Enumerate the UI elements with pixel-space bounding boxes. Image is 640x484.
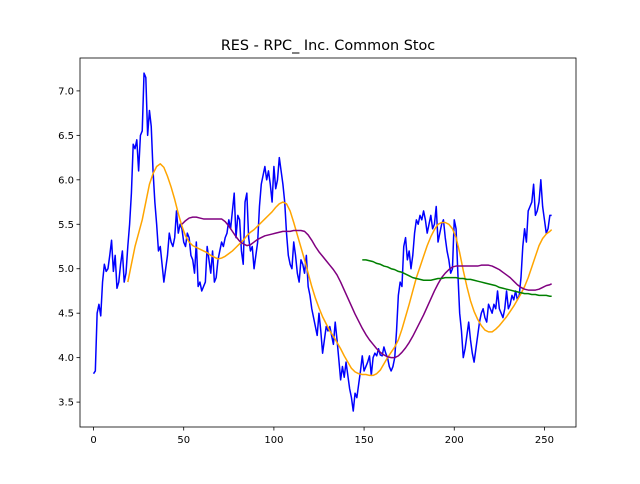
x-tick-label: 200: [445, 435, 464, 446]
y-tick-label: 4.5: [58, 309, 74, 320]
series-line-4: [362, 259, 552, 298]
x-tick-label: 0: [90, 435, 96, 446]
chart-title: RES - RPC_ Inc. Common Stoc: [221, 38, 435, 54]
x-tick-label: 250: [535, 435, 554, 446]
x-tick-label: 50: [177, 435, 190, 446]
x-tick-label: 150: [355, 435, 374, 446]
plot-frame: [79, 57, 577, 428]
series-layer: [92, 72, 553, 412]
y-tick-label: 5.0: [58, 264, 74, 275]
y-tick-label: 3.5: [58, 398, 74, 409]
y-tick-label: 6.5: [58, 131, 74, 142]
y-tick-label: 7.0: [58, 86, 74, 97]
axes-layer: 0 50 100 150 200 250 3.5 4.0 4.5 5.0 5.5 6.0 6.5 7.0: [58, 57, 577, 446]
series-line-3: [181, 216, 552, 359]
series-line-2: [127, 163, 553, 377]
series-line-1: [92, 72, 552, 412]
y-tick-label: 5.5: [58, 220, 74, 231]
y-tick-label: 4.0: [58, 353, 74, 364]
y-tick-label: 6.0: [58, 175, 74, 186]
x-tick-label: 100: [264, 435, 283, 446]
